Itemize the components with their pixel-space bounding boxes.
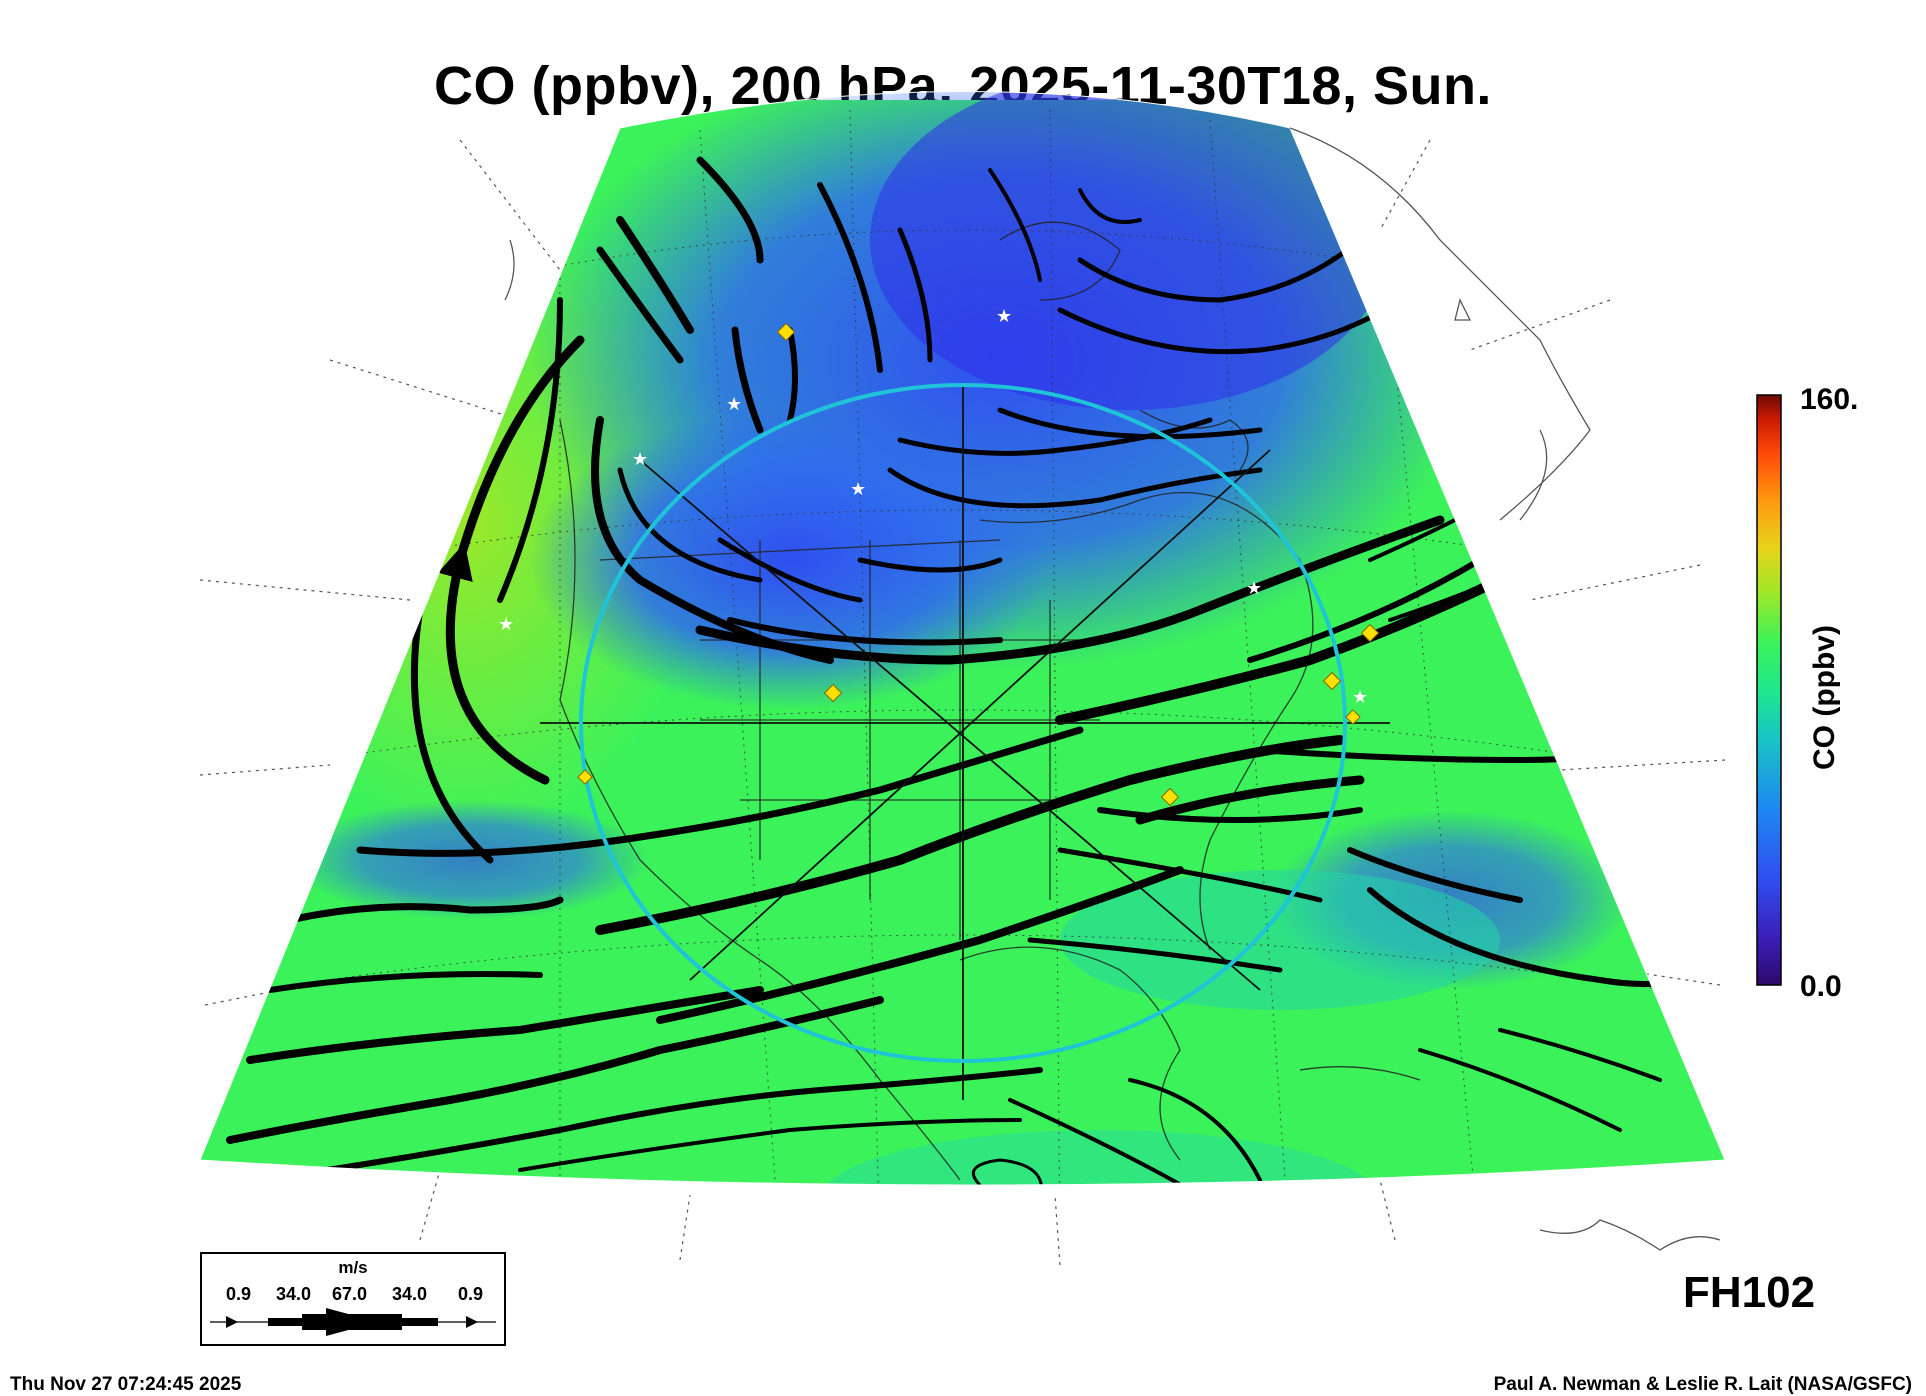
- timestamp: Thu Nov 27 07:24:45 2025: [10, 1374, 242, 1395]
- wind-legend-value: 0.9: [226, 1284, 252, 1304]
- outer-graticule: [199, 139, 1726, 1266]
- svg-text:★: ★: [726, 394, 742, 415]
- wind-legend-units: m/s: [338, 1258, 368, 1277]
- svg-text:★: ★: [850, 479, 866, 500]
- domain-ring: [579, 383, 1347, 1063]
- wind-legend-value: 34.0: [276, 1284, 312, 1304]
- forecast-hour: FH102: [1683, 1268, 1816, 1317]
- colorbar: [1756, 394, 1782, 986]
- station-markers: [577, 322, 1380, 807]
- wind-legend-value: 67.0: [332, 1284, 368, 1304]
- wind-legend-value: 0.9: [458, 1284, 484, 1304]
- colorbar-title: CO (ppbv): [1808, 625, 1841, 770]
- outside-coastlines: [504, 127, 1721, 1251]
- svg-text:★: ★: [498, 614, 514, 635]
- wind-legend: m/s 0.9 34.0 67.0 34.0 0.9: [200, 1252, 506, 1346]
- svg-text:★: ★: [996, 306, 1012, 327]
- credit: Paul A. Newman & Leslie R. Lait (NASA/GS…: [1493, 1374, 1912, 1395]
- co-field: ★ ★ ★ ★ ★ ★ ★ ★: [200, 91, 1725, 1185]
- svg-text:★: ★: [1352, 687, 1368, 708]
- wind-legend-value: 34.0: [392, 1284, 428, 1304]
- svg-text:★: ★: [1468, 526, 1484, 547]
- svg-text:★: ★: [632, 449, 648, 470]
- svg-text:★: ★: [1246, 578, 1262, 599]
- wind-legend-arrow: [210, 1308, 496, 1336]
- colorbar-max-label: 160.: [1800, 383, 1859, 416]
- colorbar-min-label: 0.0: [1800, 970, 1842, 1003]
